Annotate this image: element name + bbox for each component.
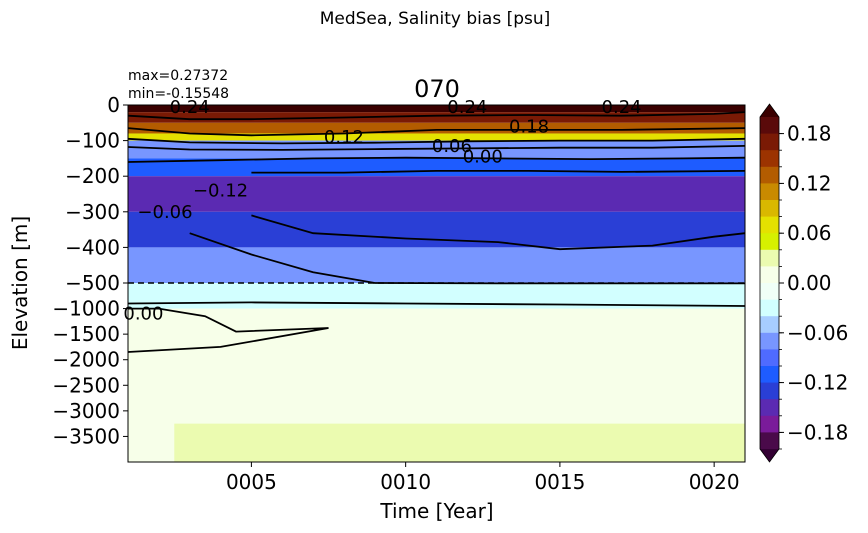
- heatmap-cell: [128, 112, 745, 123]
- x-tick-label: 0010: [380, 470, 431, 494]
- contour-line: [127, 111, 746, 121]
- y-tick-label: −200: [65, 164, 120, 188]
- contour-line: [127, 137, 746, 145]
- colorbar-segment: [760, 349, 779, 367]
- colorbar-segment: [760, 382, 779, 400]
- contour-line: [127, 145, 746, 151]
- colorbar-extend-top: [760, 104, 779, 117]
- heatmap-cell: [128, 122, 745, 134]
- contour-line: [127, 307, 329, 353]
- upper-panel-cells: [128, 105, 745, 283]
- contour-label: 0.24: [447, 97, 487, 118]
- max-stat: max=0.27372: [128, 68, 228, 84]
- contour-line: [127, 127, 746, 137]
- contour-line: [251, 214, 746, 251]
- colorbar-segment: [760, 432, 779, 450]
- colorbar-segment: [760, 283, 779, 301]
- y-tick-label: −3000: [52, 399, 120, 423]
- y-tick-label: −2500: [52, 373, 120, 397]
- colorbar-segment: [760, 166, 779, 184]
- colorbar-segment: [760, 366, 779, 384]
- contour-label: 0.00: [463, 147, 503, 168]
- colorbar: 0.18 0.12 0.06 0.00 −0.06 −0.12 −0.18: [759, 103, 848, 463]
- colorbar-tick-label: −0.06: [787, 321, 848, 345]
- y-tick-label: −1500: [52, 322, 120, 346]
- colorbar-segment: [760, 133, 779, 151]
- colorbar-segment: [760, 200, 779, 218]
- colorbar-tick-label: 0.12: [787, 171, 832, 195]
- colorbar-segment: [760, 233, 779, 251]
- contour-label: 0.06: [432, 136, 472, 157]
- contour-labels: 0.24 0.24 0.240.180.12 0.060.00−0.12−0.060.…: [123, 97, 641, 325]
- x-axis-label: Time [Year]: [379, 499, 493, 523]
- colorbar-segment: [760, 117, 779, 135]
- contour-lines: [127, 111, 746, 353]
- heatmap-cell: [128, 247, 745, 283]
- y-tick-label: 0: [107, 93, 120, 117]
- contour-label: 0.00: [123, 304, 163, 325]
- plot-title: 070: [414, 75, 460, 103]
- x-tick-label: 0005: [226, 470, 277, 494]
- colorbar-segment: [760, 183, 779, 201]
- y-tick-label: −100: [65, 129, 120, 153]
- contour-label: −0.06: [137, 202, 192, 223]
- colorbar-segment: [760, 316, 779, 334]
- colorbar-tick-label: 0.00: [787, 271, 832, 295]
- colorbar-segment: [760, 399, 779, 417]
- colorbar-segment: [760, 150, 779, 168]
- lower-panel-cells: [128, 283, 745, 462]
- y-tick-label: −2000: [52, 348, 120, 372]
- x-axis: 0005 0010 0015 0020: [226, 462, 740, 494]
- colorbar-segment: [760, 299, 779, 317]
- min-stat: min=-0.15548: [128, 86, 229, 102]
- y-tick-label: −400: [65, 235, 120, 259]
- contour-label: −0.12: [193, 180, 248, 201]
- y-tick-label: −3500: [52, 424, 120, 448]
- x-tick-label: 0015: [534, 470, 585, 494]
- colorbar-segment: [760, 249, 779, 267]
- colorbar-segment: [760, 332, 779, 350]
- colorbar-segment: [760, 216, 779, 234]
- heatmap-cell: [128, 105, 745, 113]
- colorbar-extend-bottom: [760, 449, 779, 462]
- contour-line: [251, 169, 746, 174]
- colorbar-tick-label: −0.18: [787, 420, 848, 444]
- contour-label: 0.24: [170, 97, 210, 118]
- colorbar-tick-label: 0.06: [787, 221, 832, 245]
- contour-line: [127, 301, 746, 307]
- colorbar-tick-label: −0.12: [787, 371, 848, 395]
- heatmap-cell: [128, 133, 745, 141]
- contour-label: 0.12: [324, 127, 364, 148]
- heatmap-cell: [128, 211, 745, 248]
- contour-label: 0.24: [602, 97, 642, 118]
- x-tick-label: 0020: [689, 470, 740, 494]
- colorbar-segment: [760, 415, 779, 433]
- colorbar-segment: [760, 266, 779, 284]
- y-tick-label: −300: [65, 200, 120, 224]
- heatmap-cell: [128, 176, 745, 212]
- y-axis-label: Elevation [m]: [8, 216, 32, 350]
- colorbar-tick-label: 0.18: [787, 122, 832, 146]
- y-axis: 0 −100 −200 −300 −400 −500−1000−1500−2000−250…: [52, 93, 128, 448]
- y-tick-label: −500: [65, 271, 120, 295]
- heatmap-cell: [174, 423, 745, 462]
- figure-suptitle: MedSea, Salinity bias [psu]: [320, 9, 551, 29]
- contour-line: [127, 156, 746, 163]
- contour-label: 0.18: [509, 116, 549, 137]
- y-tick-label: −1000: [52, 297, 120, 321]
